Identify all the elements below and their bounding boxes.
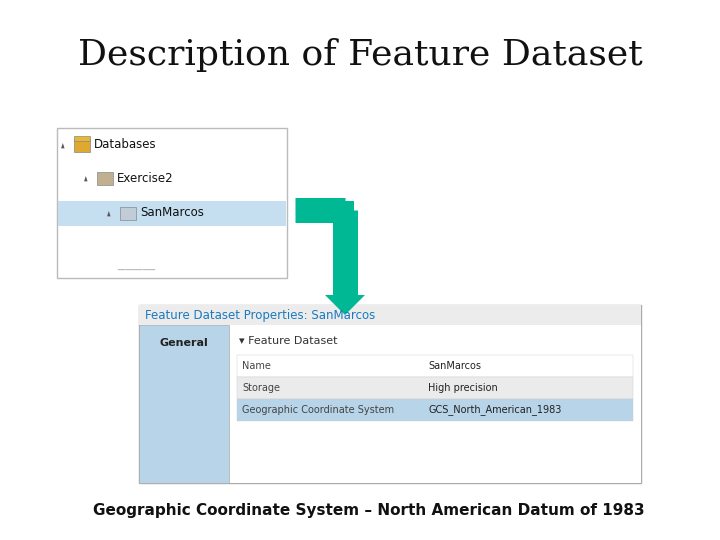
Text: SanMarcos: SanMarcos — [428, 361, 481, 371]
Text: Geographic Coordinate System – North American Datum of 1983: Geographic Coordinate System – North Ame… — [93, 503, 644, 518]
Text: GCS_North_American_1983: GCS_North_American_1983 — [428, 404, 562, 415]
Bar — [120, 207, 136, 220]
Bar — [57, 128, 287, 278]
Bar — [229, 325, 641, 483]
Bar — [237, 399, 633, 421]
Text: SanMarcos: SanMarcos — [140, 206, 204, 219]
Bar — [139, 305, 641, 325]
Bar — [139, 305, 641, 483]
Text: Name: Name — [242, 361, 271, 371]
Text: Exercise2: Exercise2 — [117, 172, 174, 185]
Text: ◄: ◄ — [59, 143, 65, 147]
Bar — [74, 136, 90, 141]
Bar — [97, 172, 113, 185]
Text: Feature Dataset Properties: SanMarcos: Feature Dataset Properties: SanMarcos — [145, 308, 375, 321]
Text: ━━━━━━━━━: ━━━━━━━━━ — [117, 267, 156, 273]
Text: Description of Feature Dataset: Description of Feature Dataset — [78, 38, 642, 72]
Text: ◄: ◄ — [105, 210, 111, 215]
Text: High precision: High precision — [428, 383, 498, 393]
Bar — [303, 201, 354, 219]
Text: ▾ Feature Dataset: ▾ Feature Dataset — [239, 336, 338, 346]
Bar — [237, 355, 633, 377]
Polygon shape — [325, 295, 365, 315]
Text: ◄: ◄ — [82, 176, 88, 181]
Text: Storage: Storage — [242, 383, 280, 393]
Text: Databases: Databases — [94, 138, 157, 152]
Bar — [237, 377, 633, 399]
Bar — [139, 325, 229, 483]
Text: Geographic Coordinate System: Geographic Coordinate System — [242, 405, 394, 415]
Text: General: General — [160, 338, 208, 348]
Bar — [74, 139, 90, 152]
Bar — [58, 201, 286, 226]
